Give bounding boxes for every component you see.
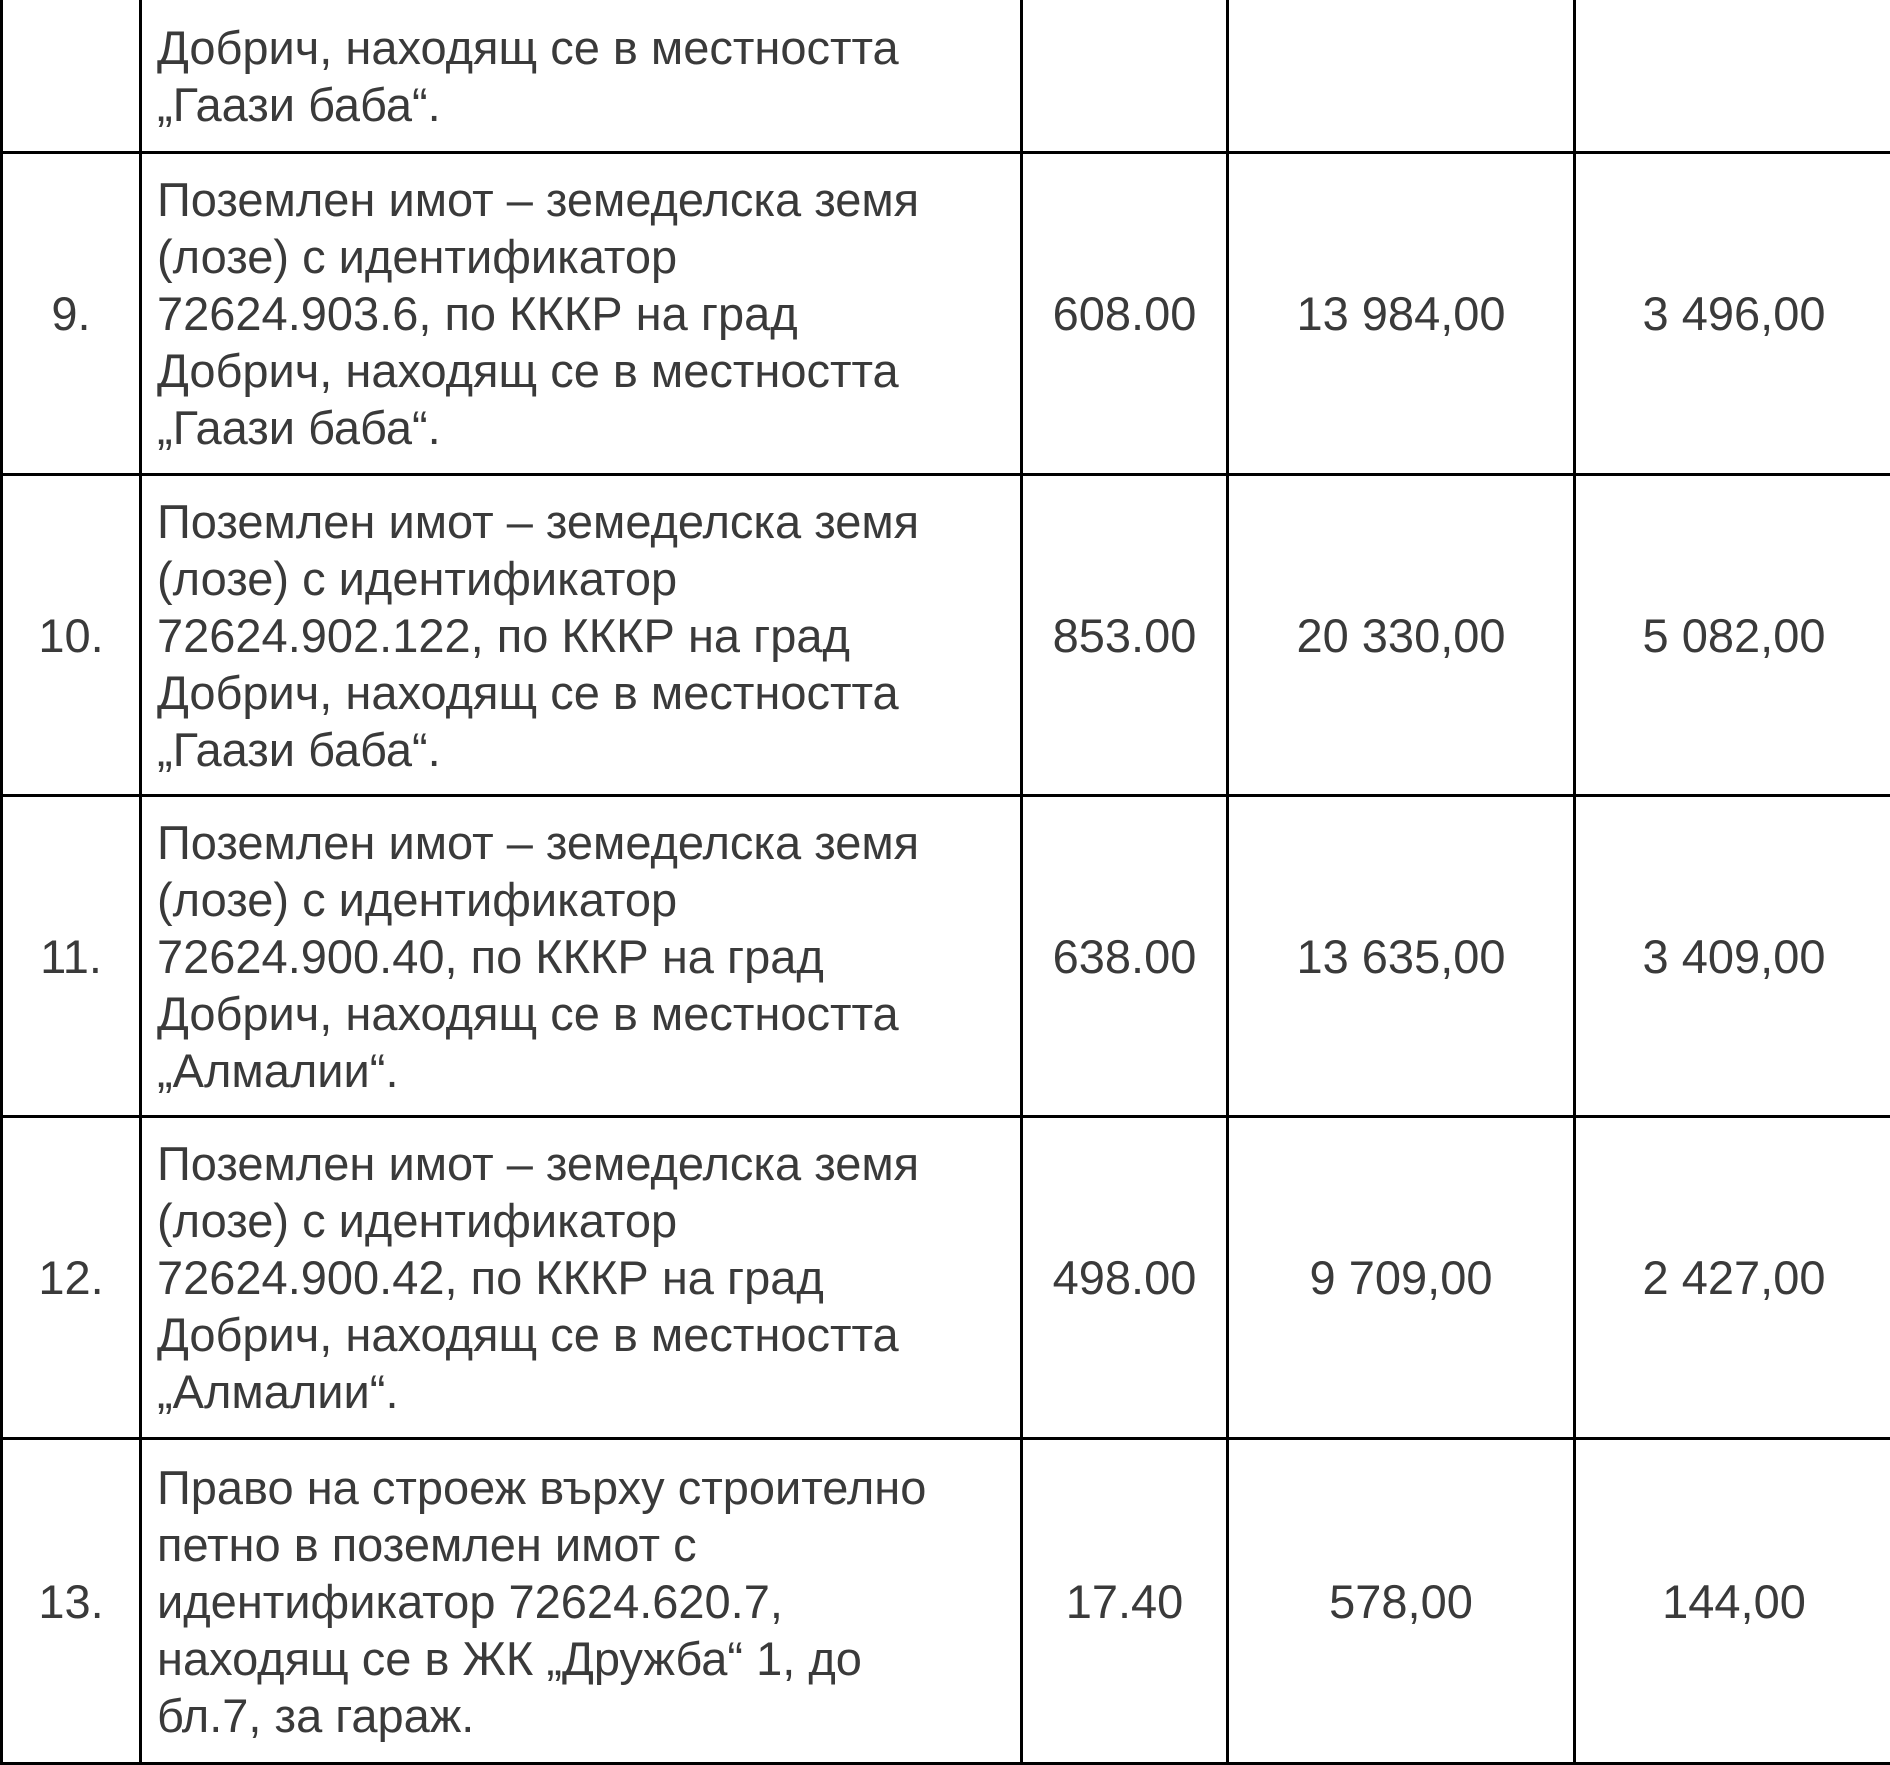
description-line: (лозе) с идентификатор [157,871,1012,928]
description-line: 72624.900.42, по КККР на град [157,1249,1012,1306]
description-line: Добрич, находящ се в местността [157,1306,1012,1363]
description-line: 72624.902.122, по КККР на град [157,607,1012,664]
area-value: 638.00 [1022,796,1228,1117]
area-value [1022,0,1228,153]
description-line: находящ се в ЖК „Дружба“ 1, до [157,1630,1012,1687]
tax-value: 3 409,00 [1575,796,1890,1117]
price-value [1228,0,1575,153]
description-line: петно в поземлен имот с [157,1516,1012,1573]
tax-value: 3 496,00 [1575,153,1890,475]
description-line: Добрич, находящ се в местността [157,664,1012,721]
row-number: 11. [2,796,141,1117]
description-line: Добрич, находящ се в местността [157,342,1012,399]
table-row: 10.Поземлен имот – земеделска земя(лозе)… [2,475,1890,796]
price-value: 13 635,00 [1228,796,1575,1117]
area-value: 498.00 [1022,1117,1228,1439]
area-value: 17.40 [1022,1439,1228,1764]
description-line: Поземлен имот – земеделска земя [157,493,1012,550]
description-line: (лозе) с идентификатор [157,1192,1012,1249]
property-description: Поземлен имот – земеделска земя(лозе) с … [141,153,1022,475]
description-line: Добрич, находящ се в местността [157,19,1012,76]
row-number: 10. [2,475,141,796]
description-line: „Алмалии“. [157,1042,1012,1099]
description-line: Поземлен имот – земеделска земя [157,171,1012,228]
row-number: 13. [2,1439,141,1764]
price-value: 578,00 [1228,1439,1575,1764]
tax-value: 144,00 [1575,1439,1890,1764]
description-line: „Гаази баба“. [157,76,1012,133]
table-row: Добрич, находящ се в местността„Гаази ба… [2,0,1890,153]
price-value: 20 330,00 [1228,475,1575,796]
tax-value [1575,0,1890,153]
price-value: 9 709,00 [1228,1117,1575,1439]
tax-value: 2 427,00 [1575,1117,1890,1439]
property-description: Поземлен имот – земеделска земя(лозе) с … [141,475,1022,796]
table-row: 12.Поземлен имот – земеделска земя(лозе)… [2,1117,1890,1439]
table-row: 9.Поземлен имот – земеделска земя(лозе) … [2,153,1890,475]
property-description: Поземлен имот – земеделска земя(лозе) с … [141,1117,1022,1439]
property-description: Добрич, находящ се в местността„Гаази ба… [141,0,1022,153]
tax-value: 5 082,00 [1575,475,1890,796]
area-value: 608.00 [1022,153,1228,475]
row-number: 12. [2,1117,141,1439]
description-line: „Алмалии“. [157,1363,1012,1420]
description-line: Поземлен имот – земеделска земя [157,814,1012,871]
property-description: Поземлен имот – земеделска земя(лозе) с … [141,796,1022,1117]
description-line: (лозе) с идентификатор [157,228,1012,285]
description-line: 72624.903.6, по КККР на град [157,285,1012,342]
description-line: „Гаази баба“. [157,721,1012,778]
area-value: 853.00 [1022,475,1228,796]
description-line: идентификатор 72624.620.7, [157,1573,1012,1630]
description-line: 72624.900.40, по КККР на град [157,928,1012,985]
description-line: (лозе) с идентификатор [157,550,1012,607]
description-line: бл.7, за гараж. [157,1687,1012,1744]
row-number [2,0,141,153]
price-value: 13 984,00 [1228,153,1575,475]
description-line: „Гаази баба“. [157,399,1012,456]
description-line: Право на строеж върху строително [157,1459,1012,1516]
table-row: 11.Поземлен имот – земеделска земя(лозе)… [2,796,1890,1117]
row-number: 9. [2,153,141,475]
description-line: Поземлен имот – земеделска земя [157,1135,1012,1192]
description-line: Добрич, находящ се в местността [157,985,1012,1042]
